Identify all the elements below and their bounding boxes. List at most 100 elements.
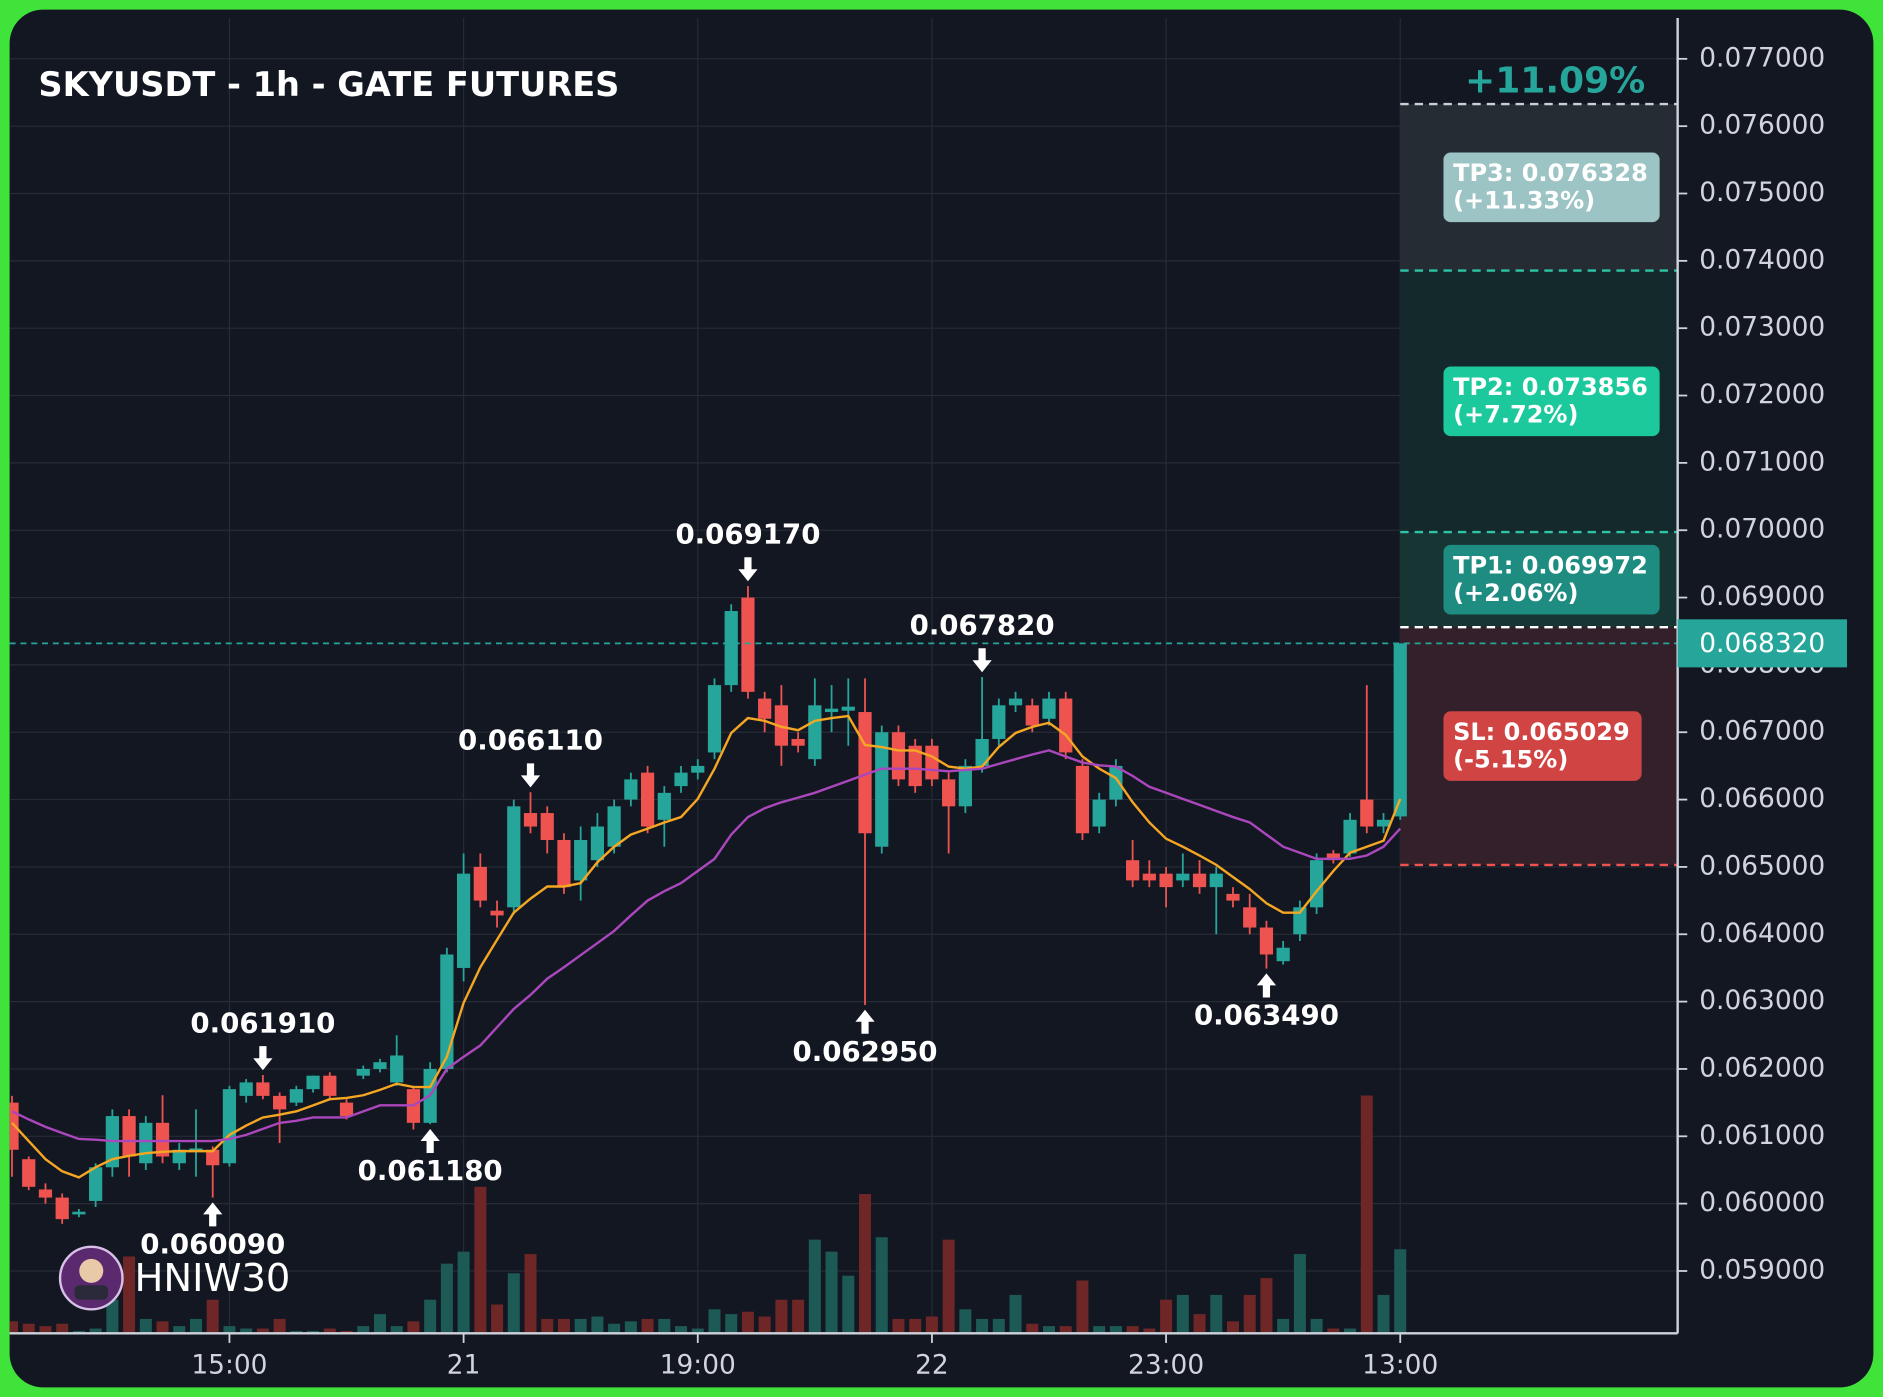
annotation-label: 0.061180 (358, 1154, 503, 1187)
candle-body (1109, 765, 1123, 800)
y-tick-label: 0.070000 (1699, 514, 1825, 545)
candle-body (1259, 927, 1274, 955)
candle-body (1042, 698, 1056, 719)
volume-bar (22, 1323, 35, 1334)
candle-body (72, 1211, 86, 1215)
candle-body (1360, 799, 1374, 827)
level-box (1443, 711, 1642, 781)
candle-body (507, 806, 521, 908)
annotation-arrow (972, 648, 992, 673)
x-tick-label: 22 (915, 1349, 949, 1380)
volume-bar (1126, 1326, 1139, 1334)
volume-bar (524, 1254, 537, 1334)
volume-bar (323, 1328, 336, 1334)
y-tick-label: 0.067000 (1699, 716, 1825, 747)
candle-body (1276, 947, 1290, 962)
level-pct: (+2.06%) (1453, 579, 1578, 607)
candle-body (707, 685, 722, 753)
x-tick-label: 13:00 (1362, 1349, 1438, 1380)
volume-bar (1226, 1321, 1239, 1334)
volume-bar (624, 1321, 637, 1334)
candle-body (908, 745, 922, 787)
candle-body (122, 1116, 136, 1157)
volume-bar (641, 1318, 654, 1334)
volume-bar (139, 1318, 152, 1334)
candle-body (390, 1055, 404, 1083)
volume-bar (1210, 1294, 1223, 1334)
volume-bar (39, 1326, 52, 1334)
annotation-label: 0.066110 (458, 724, 603, 757)
annotation-arrow (855, 1009, 875, 1034)
candle-body (607, 806, 621, 847)
candle-body (523, 813, 538, 827)
y-tick-label: 0.072000 (1699, 379, 1825, 410)
level-box (1443, 366, 1660, 437)
candle-body (942, 779, 956, 807)
volume-bar (156, 1321, 169, 1334)
level-label: TP3: 0.076328 (1453, 159, 1648, 187)
x-tick-label: 23:00 (1128, 1349, 1204, 1380)
volume-bar (942, 1239, 955, 1334)
volume-bar (189, 1318, 202, 1334)
candle-body (958, 765, 972, 807)
avatar-face (79, 1258, 104, 1283)
watermark: HNIW30 (135, 1256, 291, 1301)
volume-bar (1193, 1314, 1206, 1334)
level-box (1443, 152, 1660, 223)
candle-body (1293, 907, 1307, 935)
y-tick-label: 0.064000 (1699, 918, 1825, 949)
level-pct: (+11.33%) (1453, 187, 1595, 215)
volume-bar (608, 1323, 621, 1334)
y-tick-label: 0.066000 (1699, 783, 1825, 814)
volume-bar (1394, 1249, 1407, 1334)
price-tag-label: 0.068320 (1699, 628, 1825, 659)
volume-bar (491, 1304, 504, 1334)
candle-body (1142, 873, 1156, 881)
candle-body (89, 1167, 103, 1201)
price-tag (1677, 619, 1847, 668)
candle-body (1192, 873, 1207, 888)
candle-body (841, 706, 855, 711)
candle-body (323, 1075, 337, 1096)
candle-body (557, 839, 571, 888)
volume-bar (691, 1328, 704, 1334)
candle-body (624, 779, 638, 800)
candle-body (540, 813, 554, 840)
ma-line (11, 714, 1402, 1179)
candle-body (206, 1149, 220, 1166)
candle-body (1126, 860, 1140, 881)
volume-bar (675, 1326, 688, 1334)
volume-bar (373, 1314, 386, 1334)
volume-bar (725, 1314, 738, 1334)
annotation-label: 0.061910 (190, 1007, 335, 1040)
volume-bar (357, 1326, 370, 1334)
volume-bar (925, 1316, 938, 1334)
volume-bar (474, 1186, 487, 1334)
annotation-label: 0.069170 (675, 518, 820, 551)
volume-bar (1377, 1294, 1390, 1334)
y-tick-label: 0.077000 (1699, 42, 1825, 73)
volume-bar (1176, 1294, 1189, 1334)
candle-body (356, 1068, 370, 1076)
candle-body (875, 732, 889, 847)
volume-bar (273, 1318, 286, 1334)
volume-bar (173, 1326, 186, 1334)
volume-bar (1143, 1328, 1156, 1334)
candle-body (172, 1149, 186, 1164)
candle-body (189, 1148, 203, 1151)
annotation-label: 0.062950 (793, 1035, 938, 1068)
candle-body (1059, 698, 1073, 753)
volume-bar (1327, 1328, 1340, 1334)
candle-body (741, 597, 755, 692)
level-label: TP1: 0.069972 (1453, 551, 1648, 579)
x-tick-label: 21 (447, 1349, 481, 1380)
volume-bar (1260, 1278, 1273, 1334)
volume-bar (424, 1299, 437, 1334)
candle-body (791, 738, 805, 746)
candle-body (273, 1095, 287, 1110)
candle-body (456, 873, 471, 968)
volume-bar (1293, 1254, 1306, 1334)
volume-bar (89, 1328, 102, 1334)
candle-body (440, 954, 454, 1069)
volume-bar (1360, 1095, 1373, 1334)
